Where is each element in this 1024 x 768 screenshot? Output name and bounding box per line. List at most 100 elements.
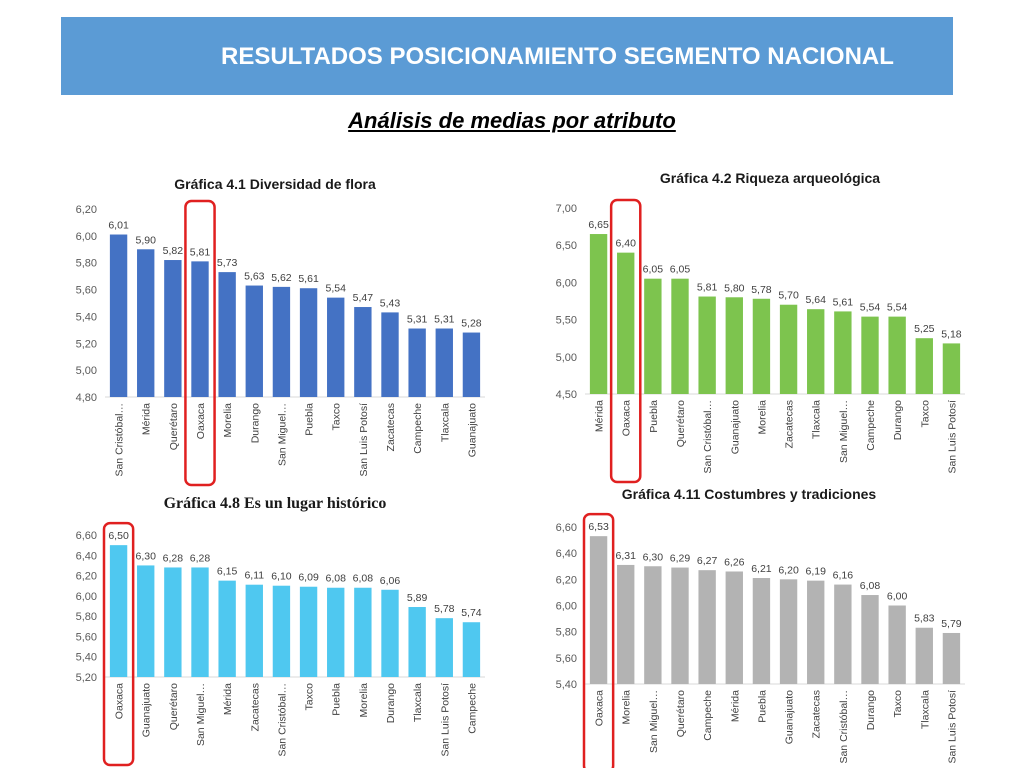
data-label: 5,43 [380,297,401,309]
section-subtitle: Análisis de medias por atributo [348,108,676,133]
bar [752,298,771,394]
y-tick-label: 5,40 [556,679,577,691]
x-tick-label: Morelia [358,683,370,718]
data-label: 5,90 [135,234,156,246]
bar [462,332,481,397]
bar [617,564,635,684]
y-tick-label: 6,20 [76,204,97,216]
data-label: 6,28 [163,552,184,564]
data-label: 5,79 [941,618,962,630]
x-tick-label: San Luis Potosí [946,400,958,474]
bar [671,278,689,394]
x-tick-label: Tlaxcala [811,400,823,439]
data-label: 6,53 [588,521,609,533]
y-tick-label: 6,00 [556,601,577,613]
bar [725,571,743,684]
bar [779,304,798,394]
bar [218,272,236,397]
data-label: 5,25 [914,323,935,335]
data-label: 6,08 [860,580,881,592]
data-label: 6,06 [380,575,401,587]
bar [807,309,825,394]
x-tick-label: Querétaro [675,690,687,737]
data-label: 6,01 [108,220,129,232]
data-label: 6,21 [751,563,772,575]
y-tick-label: 5,60 [76,285,97,297]
x-tick-label: Zacatecas [385,403,397,451]
data-label: 5,28 [461,318,482,330]
bar [752,578,771,684]
data-label: 5,54 [887,302,908,314]
x-tick-label: Campeche [412,403,424,454]
y-tick-label: 5,00 [76,365,97,377]
y-tick-label: 6,40 [76,550,97,562]
x-tick-label: Durango [249,403,261,443]
chart-plot: 5,20 5,40 5,60 5,80 6,00 6,20 6,40 6,60 6,50 Oaxa… [76,521,485,767]
bar [218,580,236,677]
data-label: 6,05 [670,264,691,276]
y-tick-label: 6,00 [76,231,97,243]
y-tick-label: 7,00 [556,203,577,215]
x-tick-label: Oaxaca [594,690,606,726]
data-label: 6,11 [244,570,264,582]
data-label: 6,20 [778,564,799,576]
bar [915,627,933,684]
x-tick-label: Tlaxcala [919,690,931,729]
bar [191,261,209,397]
data-label: 6,50 [108,530,129,542]
chart-title: Gráfica 4.1 Diversidad de flora [174,176,376,192]
x-tick-label: Oaxaca [195,403,207,439]
data-label: 5,61 [833,296,854,308]
y-tick-label: 6,20 [556,574,577,586]
bar [164,567,182,677]
x-tick-label: Guanajuato [729,400,741,454]
bar [888,605,906,684]
y-tick-label: 5,40 [76,311,97,323]
data-label: 5,63 [244,271,265,283]
bar [137,249,155,397]
chart-diversidad-flora: Gráfica 4.1 Diversidad de flora 4,80 5,00… [60,172,490,487]
y-tick-label: 5,60 [556,653,577,665]
x-tick-label: Mérida [141,403,153,435]
x-tick-label: Taxco [304,683,316,711]
x-tick-label: Querétaro [168,683,180,730]
header-banner: RESULTADOS POSICIONAMIENTO SEGMENTO NACI… [61,17,953,95]
y-tick-label: 6,40 [556,548,577,560]
data-label: 5,81 [190,246,211,258]
y-tick-label: 6,60 [76,530,97,542]
x-tick-label: Puebla [756,690,768,723]
data-label: 6,65 [588,219,609,231]
bar [245,285,263,397]
x-tick-label: Campeche [702,690,714,741]
x-tick-label: San Cristóbal… [838,690,850,764]
x-tick-label: Durango [865,690,877,730]
y-tick-label: 5,00 [556,352,577,364]
bar [381,589,399,677]
data-label: 5,70 [778,290,799,302]
x-tick-label: Campeche [865,400,877,451]
data-label: 5,78 [751,284,772,296]
data-label: 6,27 [697,555,718,567]
y-tick-label: 5,20 [76,672,97,684]
data-label: 5,62 [271,272,292,284]
x-tick-label: San Luis Potosí [358,403,370,477]
bar [327,587,345,677]
data-label: 5,18 [941,328,962,340]
data-label: 5,31 [407,314,428,326]
x-tick-label: Taxco [331,403,343,431]
highlight-frame [184,199,216,487]
highlight-frame [102,521,135,767]
data-label: 5,47 [353,292,374,304]
data-label: 6,29 [670,553,691,565]
x-tick-label: Mérida [729,690,741,722]
x-tick-label: Puebla [304,403,316,436]
x-tick-label: Oaxaca [114,683,126,719]
data-label: 6,40 [615,238,636,250]
bar [644,278,662,394]
bar [725,297,743,394]
bar [327,297,345,397]
x-tick-label: Durango [892,400,904,440]
bar [435,328,453,397]
chart-title: Gráfica 4.8 Es un lugar histórico [163,495,387,512]
data-label: 6,31 [615,550,636,562]
